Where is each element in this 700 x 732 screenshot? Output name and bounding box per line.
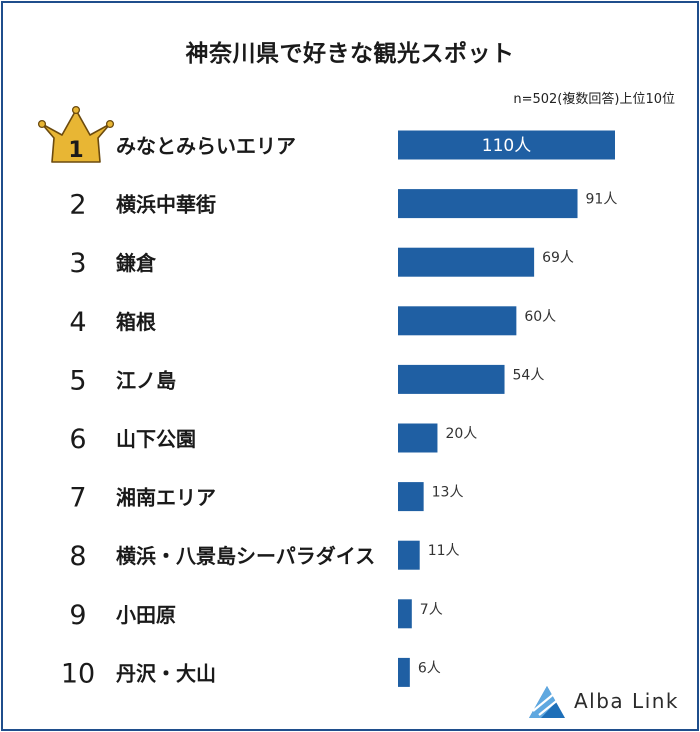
- category-label: 箱根: [116, 310, 156, 334]
- value-label: 110人: [482, 136, 531, 156]
- rank-label: 5: [69, 365, 86, 396]
- bar: [398, 423, 438, 453]
- value-label: 6人: [418, 660, 441, 676]
- rank-label: 4: [69, 307, 86, 338]
- bar: [398, 482, 424, 512]
- value-label: 60人: [524, 309, 556, 325]
- crown-icon: [37, 105, 115, 163]
- rank-label: 6: [69, 424, 86, 455]
- bar: [398, 364, 505, 394]
- category-label: みなとみらいエリア: [116, 134, 296, 158]
- category-label: 丹沢・大山: [116, 661, 216, 685]
- bar: [398, 540, 420, 570]
- value-label: 7人: [420, 602, 443, 618]
- rank-label: 7: [69, 483, 86, 514]
- value-label: 11人: [428, 543, 460, 559]
- value-label: 54人: [513, 367, 545, 383]
- value-label: 13人: [432, 485, 464, 501]
- category-label: 江ノ島: [116, 368, 176, 392]
- rank-label: 8: [69, 541, 86, 572]
- category-label: 横浜・八景島シーパラダイス: [116, 544, 375, 568]
- category-label: 山下公園: [116, 427, 196, 451]
- bar: [398, 657, 410, 687]
- category-label: 鎌倉: [115, 251, 157, 275]
- value-label: 91人: [586, 192, 618, 208]
- bar: [398, 247, 535, 277]
- category-label: 湘南エリア: [116, 486, 216, 510]
- rank-label: 2: [69, 190, 86, 221]
- bar: [398, 599, 412, 629]
- brand-logo: Alba Link: [527, 684, 687, 720]
- rank-label: 3: [69, 248, 86, 279]
- value-label: 20人: [445, 426, 477, 442]
- bar: [398, 130, 615, 160]
- rank-label: 10: [61, 658, 95, 689]
- rank-label: 1: [68, 138, 83, 163]
- value-label: 69人: [542, 250, 574, 266]
- sample-note: n=502(複数回答)上位10位: [513, 92, 675, 107]
- rank-label: 9: [69, 600, 86, 631]
- bar: [398, 306, 517, 336]
- category-label: 小田原: [116, 603, 176, 627]
- chart-title: 神奈川県で好きな観光スポット: [185, 41, 515, 67]
- alba-link-logo-icon: [529, 686, 565, 718]
- bar: [398, 189, 578, 219]
- brand-name: Alba Link: [574, 689, 680, 713]
- category-label: 横浜中華街: [116, 193, 216, 217]
